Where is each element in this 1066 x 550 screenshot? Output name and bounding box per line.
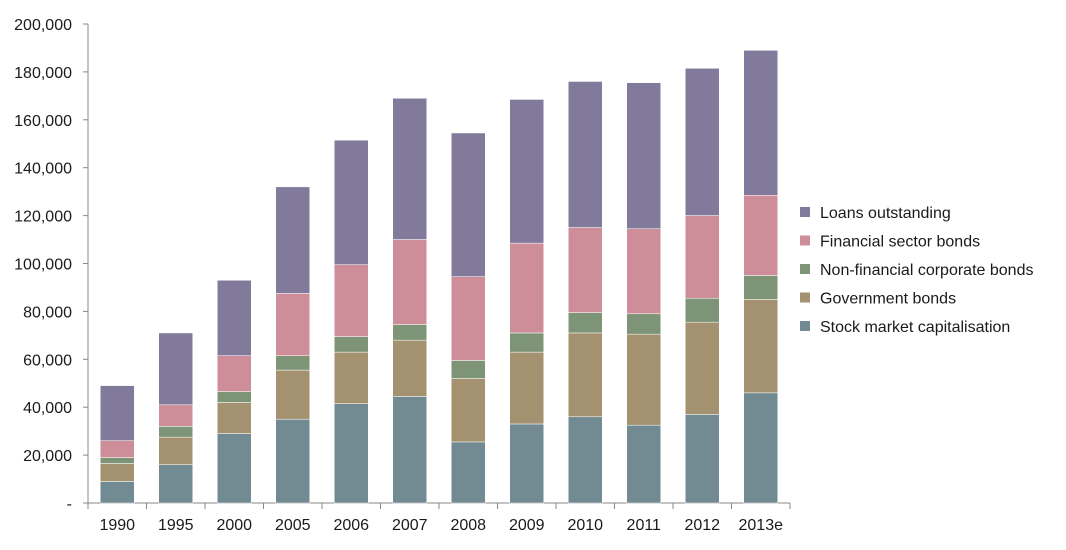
bar-segment-loans-outstanding-2005 bbox=[275, 186, 310, 294]
bar-segment-stock-market-capitalisation-2010 bbox=[568, 416, 603, 504]
bar-segment-loans-outstanding-2006 bbox=[334, 139, 369, 265]
bar-segment-stock-market-capitalisation-2007 bbox=[392, 396, 427, 504]
bar-segment-loans-outstanding-2007 bbox=[392, 97, 427, 240]
x-tick-label: 1990 bbox=[99, 517, 135, 534]
bar-segment-financial-sector-bonds-2012 bbox=[685, 215, 720, 299]
bar-segment-loans-outstanding-1990 bbox=[100, 385, 135, 441]
bar-segment-stock-market-capitalisation-1990 bbox=[100, 481, 135, 504]
y-tick-label: 60,000 bbox=[23, 352, 72, 369]
bar-segment-loans-outstanding-2008 bbox=[451, 132, 486, 277]
bar-segment-non-financial-corporate-bonds-2000 bbox=[217, 391, 252, 403]
x-tick-label: 2005 bbox=[275, 517, 311, 534]
bar-segment-non-financial-corporate-bonds-2011 bbox=[626, 313, 661, 335]
x-tick-label: 2007 bbox=[392, 517, 428, 534]
x-tick-label: 1995 bbox=[158, 517, 194, 534]
y-tick-label: 180,000 bbox=[14, 65, 72, 82]
bar-segment-government-bonds-2012 bbox=[685, 321, 720, 415]
legend-swatch bbox=[800, 264, 810, 274]
bar-segment-financial-sector-bonds-2010 bbox=[568, 227, 603, 313]
y-tick-label: 200,000 bbox=[14, 17, 72, 34]
x-tick-label: 2006 bbox=[333, 517, 369, 534]
x-tick-label: 2009 bbox=[509, 517, 545, 534]
x-tick-label: 2000 bbox=[216, 517, 252, 534]
bar-segment-government-bonds-1990 bbox=[100, 463, 135, 482]
bar-segment-non-financial-corporate-bonds-1995 bbox=[158, 426, 193, 438]
bar-segment-loans-outstanding-2013e bbox=[743, 50, 778, 196]
bar-segment-loans-outstanding-2009 bbox=[509, 99, 544, 244]
bar-segment-government-bonds-2010 bbox=[568, 332, 603, 418]
bar-segment-loans-outstanding-2011 bbox=[626, 82, 661, 230]
y-tick-label: 40,000 bbox=[23, 400, 72, 417]
bar-segment-financial-sector-bonds-2008 bbox=[451, 276, 486, 361]
bar-segment-non-financial-corporate-bonds-2008 bbox=[451, 360, 486, 379]
bar-segment-loans-outstanding-2000 bbox=[217, 280, 252, 356]
legend-label: Stock market capitalisation bbox=[820, 319, 1010, 336]
y-tick-label: 100,000 bbox=[14, 257, 72, 274]
legend-label: Financial sector bonds bbox=[820, 234, 980, 251]
legend-label: Government bonds bbox=[820, 291, 956, 308]
legend: Loans outstanding Financial sector bonds N… bbox=[800, 205, 1033, 336]
bar-segment-stock-market-capitalisation-2013e bbox=[743, 392, 778, 504]
bar-segment-financial-sector-bonds-2000 bbox=[217, 355, 252, 392]
y-tick-label: - bbox=[67, 496, 72, 513]
bar-segment-government-bonds-2000 bbox=[217, 402, 252, 434]
bar-segment-non-financial-corporate-bonds-2010 bbox=[568, 312, 603, 334]
bar-segment-stock-market-capitalisation-2012 bbox=[685, 414, 720, 504]
legend-swatch bbox=[800, 292, 810, 303]
y-tick-label: 140,000 bbox=[14, 161, 72, 178]
bar-segment-financial-sector-bonds-2013e bbox=[743, 194, 778, 276]
x-tick-label: 2012 bbox=[684, 517, 720, 534]
legend-swatch bbox=[800, 207, 810, 217]
bar-segment-loans-outstanding-1995 bbox=[158, 332, 193, 406]
legend-label: Loans outstanding bbox=[820, 205, 951, 222]
x-tick-label: 2013e bbox=[739, 517, 784, 534]
bar-segment-non-financial-corporate-bonds-2013e bbox=[743, 275, 778, 300]
bar-segment-loans-outstanding-2012 bbox=[685, 68, 720, 216]
bar-segment-government-bonds-2008 bbox=[451, 378, 486, 443]
bar-segment-stock-market-capitalisation-2000 bbox=[217, 433, 252, 504]
bar-segment-government-bonds-2009 bbox=[509, 351, 544, 425]
bar-segment-stock-market-capitalisation-2011 bbox=[626, 424, 661, 504]
bar-segment-stock-market-capitalisation-2008 bbox=[451, 441, 486, 504]
y-tick-label: 80,000 bbox=[23, 304, 72, 321]
x-axis: 1990 1995 2000 2005 2006 2007 2008 2009 2010 2011… bbox=[87, 502, 791, 534]
bar-segment-government-bonds-2013e bbox=[743, 299, 778, 394]
bar-segment-stock-market-capitalisation-2005 bbox=[275, 418, 310, 504]
bar-segment-government-bonds-2011 bbox=[626, 333, 661, 426]
bar-segment-non-financial-corporate-bonds-2012 bbox=[685, 297, 720, 323]
bar-segment-non-financial-corporate-bonds-1990 bbox=[100, 457, 135, 464]
bar-segment-non-financial-corporate-bonds-2007 bbox=[392, 324, 427, 341]
y-tick-label: 160,000 bbox=[14, 113, 72, 130]
bar-segment-non-financial-corporate-bonds-2005 bbox=[275, 355, 310, 371]
legend-label: Non-financial corporate bonds bbox=[820, 262, 1033, 279]
bar-segment-financial-sector-bonds-2006 bbox=[334, 264, 369, 337]
bar-segment-stock-market-capitalisation-2009 bbox=[509, 423, 544, 504]
bar-segment-government-bonds-1995 bbox=[158, 436, 193, 465]
x-tick-label: 2008 bbox=[450, 517, 486, 534]
bar-segment-non-financial-corporate-bonds-2009 bbox=[509, 332, 544, 353]
y-tick-label: 120,000 bbox=[14, 209, 72, 226]
y-tick-label: 20,000 bbox=[23, 448, 72, 465]
bar-segment-financial-sector-bonds-2005 bbox=[275, 293, 310, 356]
bar-segment-loans-outstanding-2010 bbox=[568, 81, 603, 228]
bar-segment-financial-sector-bonds-1990 bbox=[100, 440, 135, 458]
y-axis: - 20,000 40,000 60,000 80,000 100,000 120,000 1… bbox=[14, 17, 89, 513]
bars bbox=[100, 50, 778, 504]
x-tick-label: 2010 bbox=[567, 517, 603, 534]
legend-swatch bbox=[800, 321, 810, 331]
legend-swatch bbox=[800, 235, 810, 246]
x-tick-label: 2011 bbox=[627, 517, 662, 534]
bar-segment-financial-sector-bonds-2007 bbox=[392, 239, 427, 325]
bar-segment-financial-sector-bonds-2011 bbox=[626, 228, 661, 315]
bar-segment-stock-market-capitalisation-1995 bbox=[158, 464, 193, 504]
bar-segment-government-bonds-2006 bbox=[334, 351, 369, 404]
bar-segment-government-bonds-2007 bbox=[392, 339, 427, 397]
bar-segment-stock-market-capitalisation-2006 bbox=[334, 403, 369, 504]
bar-segment-non-financial-corporate-bonds-2006 bbox=[334, 336, 369, 353]
bar-segment-financial-sector-bonds-2009 bbox=[509, 242, 544, 334]
bar-segment-financial-sector-bonds-1995 bbox=[158, 404, 193, 427]
bar-segment-government-bonds-2005 bbox=[275, 369, 310, 420]
